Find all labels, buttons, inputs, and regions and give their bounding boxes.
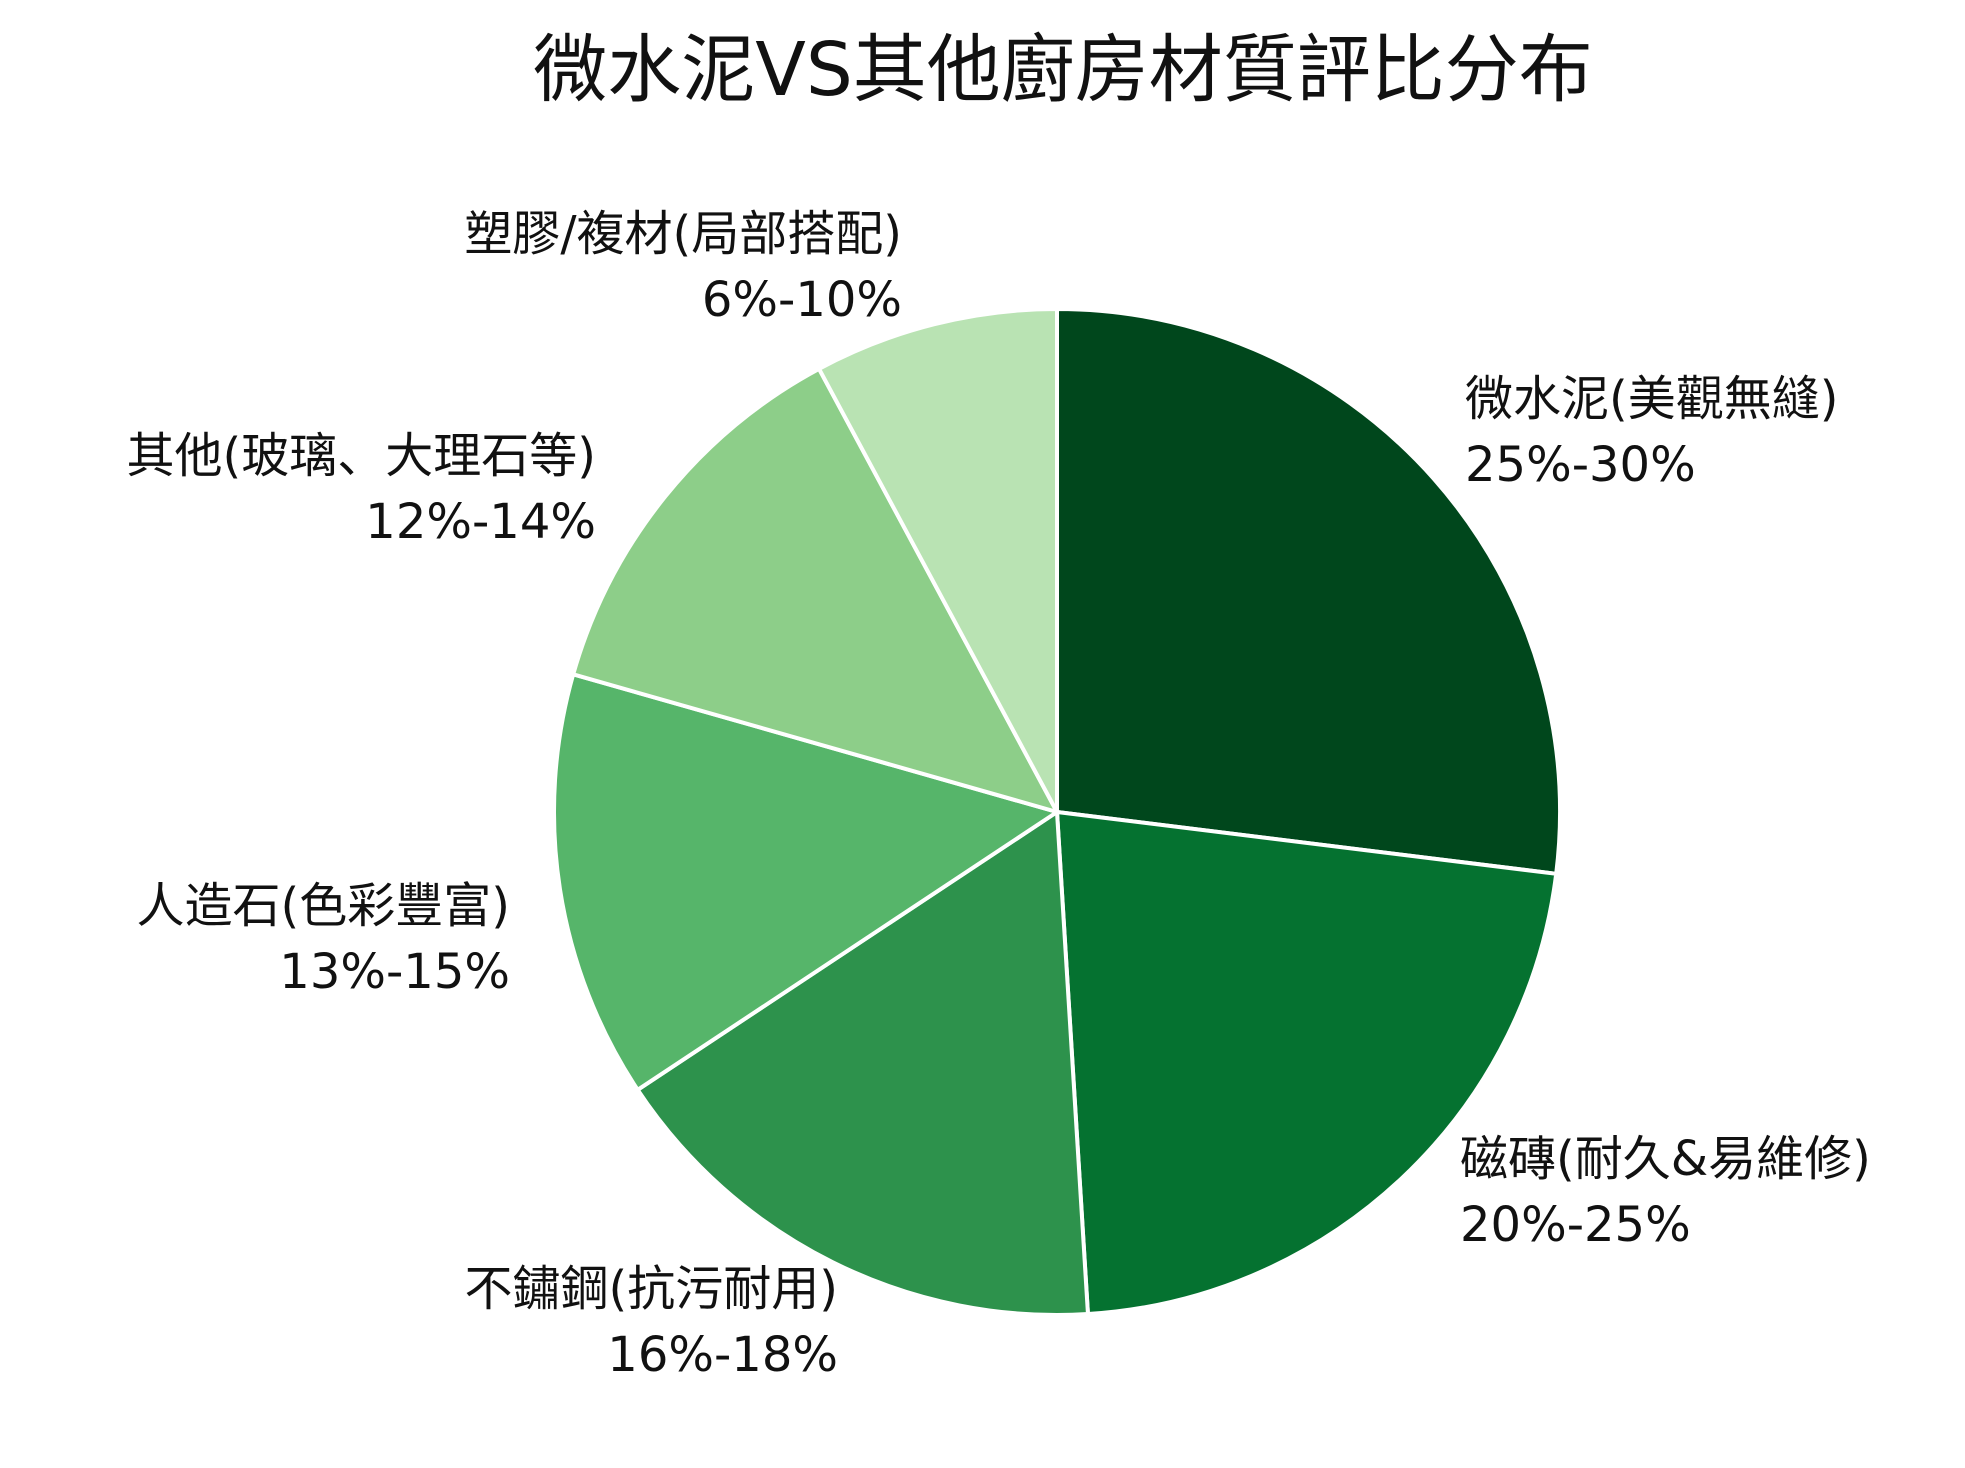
slice-label-value: 20%-25% (1460, 1197, 1691, 1253)
slice-label-name: 不鏽鋼(抗污耐用) (465, 1261, 838, 1317)
pie-slice (1055, 307, 1562, 876)
pie-slice (571, 366, 1059, 814)
slice-label-value: 25%-30% (1465, 437, 1696, 493)
chart-title: 微水泥VS其他廚房材質評比分布 (533, 27, 1593, 113)
slice-label-name: 微水泥(美觀無縫) (1465, 371, 1838, 427)
pie-slice (635, 810, 1090, 1317)
slice-label-value: 12%-14% (365, 494, 596, 550)
slice-label-value: 16%-18% (607, 1327, 838, 1383)
pie-slice (817, 307, 1059, 814)
pie-slice (1055, 810, 1559, 1317)
slice-label-value: 6%-10% (702, 272, 902, 328)
slice-label-name: 人造石(色彩豐富) (137, 878, 510, 934)
slice-label-name: 磁磚(耐久&易維修) (1460, 1131, 1871, 1187)
pie-slices (552, 307, 1562, 1317)
slice-label-value: 13%-15% (279, 944, 510, 1000)
slice-label-name: 其他(玻璃、大理石等) (127, 428, 596, 484)
pie-labels: 微水泥(美觀無縫) 25%-30% 磁磚(耐久&易維修) 20%-25% 不鏽鋼(抗污耐… (127, 206, 1871, 1383)
slice-label-name: 塑膠/複材(局部搭配) (464, 206, 902, 262)
